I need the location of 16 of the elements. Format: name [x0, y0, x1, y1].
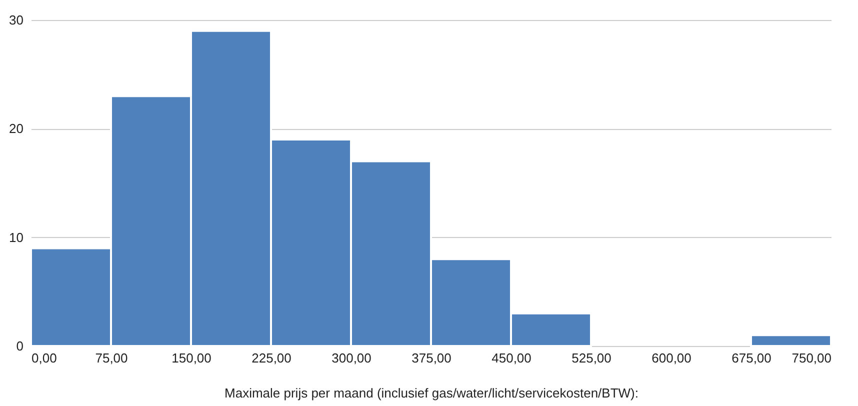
x-tick-label: 750,00	[792, 350, 832, 366]
y-tick-label: 20	[9, 121, 24, 136]
x-tick-label: 150,00	[172, 350, 212, 366]
y-tick-label: 10	[9, 230, 24, 245]
x-tick-label: 75,00	[95, 350, 128, 366]
y-tick-label: 30	[9, 12, 24, 28]
x-tick-label: 300,00	[332, 350, 372, 366]
x-tick-label: 225,00	[252, 350, 292, 366]
x-tick-label: 375,00	[412, 350, 452, 366]
x-axis-title: Maximale prijs per maand (inclusief gas/water/licht/servicekosten/BTW):	[224, 386, 638, 400]
x-tick-label: 525,00	[572, 350, 612, 366]
x-tick-label: 450,00	[492, 350, 532, 366]
x-tick-label: 675,00	[732, 350, 772, 366]
x-tick-label: 0,00	[32, 350, 57, 366]
x-tick-label: 600,00	[652, 350, 692, 366]
y-tick-label: 0	[16, 338, 24, 354]
